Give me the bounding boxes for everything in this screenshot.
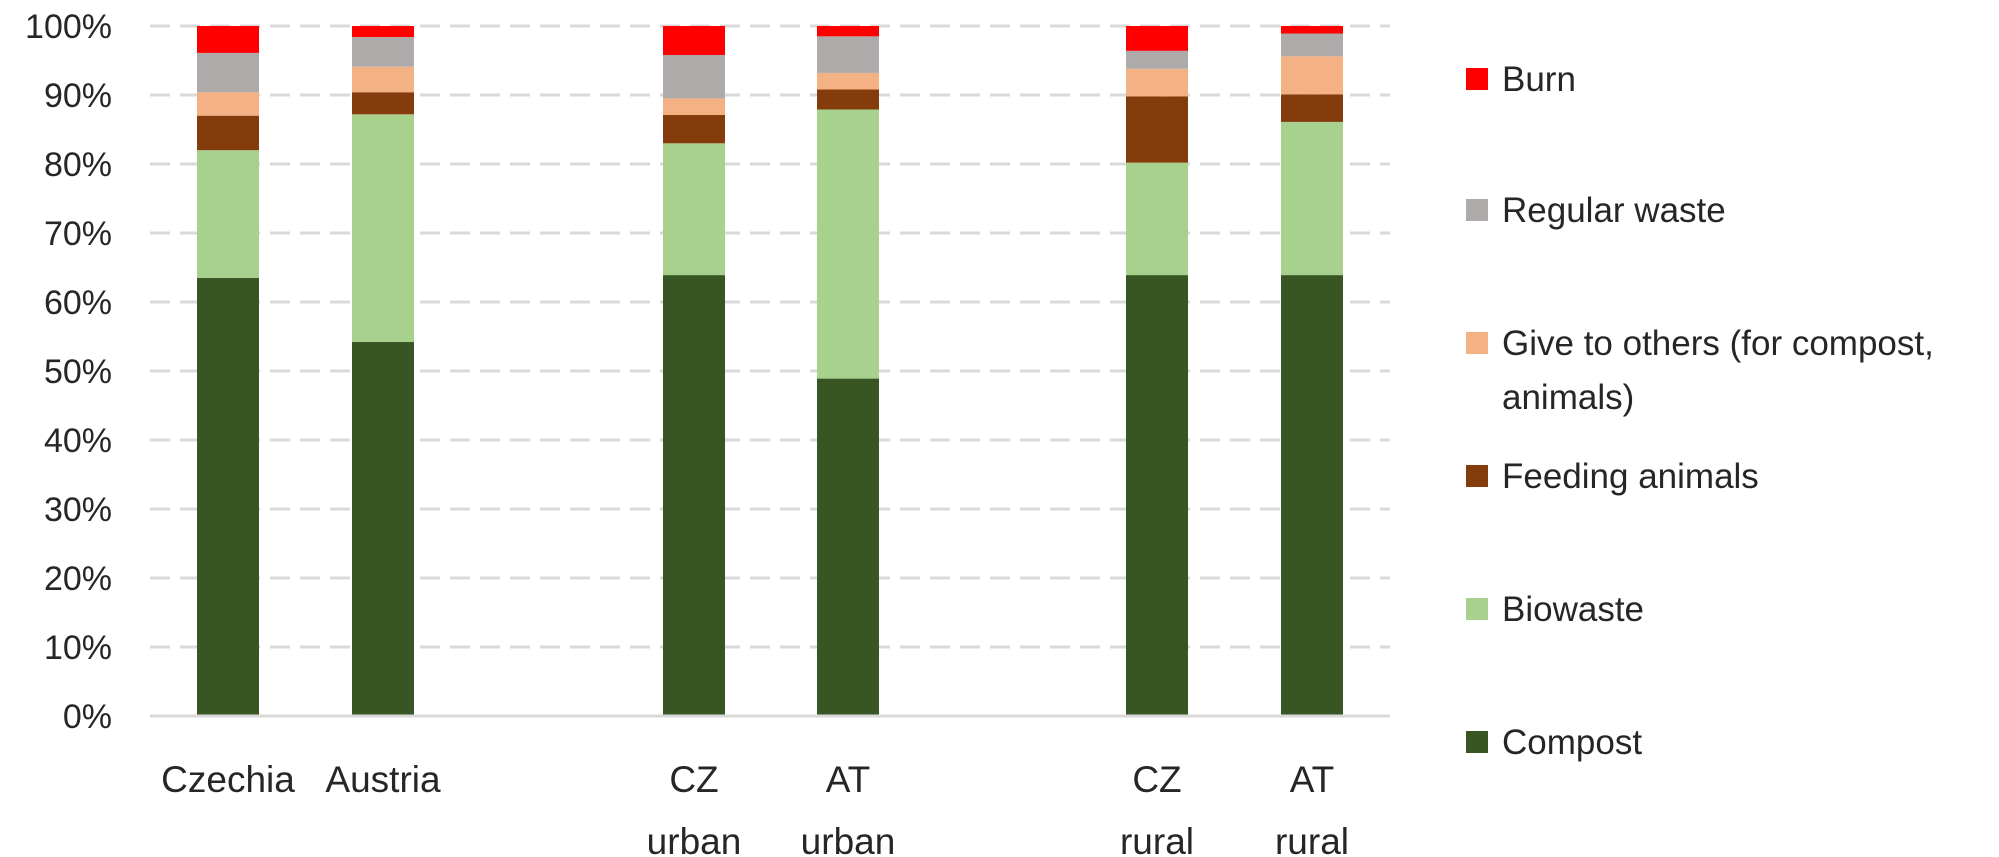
bar-segment-biowaste-at-urban xyxy=(817,109,879,379)
bar-segment-burn-czechia xyxy=(197,26,259,53)
bar-stack-cz-urban xyxy=(663,26,725,716)
bar-segment-regular-waste-at-rural xyxy=(1281,33,1343,57)
y-tick-label: 40% xyxy=(44,422,112,460)
bar-segment-feeding-animals-cz-rural xyxy=(1126,96,1188,163)
y-tick-label: 0% xyxy=(63,698,112,736)
legend: Burn Regular waste Give to others (for com… xyxy=(1466,60,1934,762)
legend-label-feeding-animals: Feeding animals xyxy=(1502,457,1759,496)
legend-label-burn: Burn xyxy=(1502,60,1576,99)
bar-segment-biowaste-austria xyxy=(352,114,414,343)
bar-segment-biowaste-cz-rural xyxy=(1126,162,1188,276)
bar-segment-compost-austria xyxy=(352,342,414,716)
bar-segment-biowaste-at-rural xyxy=(1281,121,1343,276)
y-tick-label: 10% xyxy=(44,629,112,667)
legend-item-burn: Burn xyxy=(1466,60,1576,99)
x-tick-label-austria: Austria xyxy=(325,759,441,800)
x-tick-label-cz-urban: CZ urban xyxy=(647,759,742,857)
bar-segment-biowaste-czechia xyxy=(197,150,259,278)
bar-segment-regular-waste-cz-rural xyxy=(1126,50,1188,69)
legend-item-regular-waste: Regular waste xyxy=(1466,191,1726,230)
legend-swatch-burn xyxy=(1466,68,1488,90)
bar-segment-compost-at-urban xyxy=(817,378,879,716)
bar-segment-compost-cz-rural xyxy=(1126,275,1188,716)
bar-segment-give-to-others-for-compost-animals-czechia xyxy=(197,92,259,116)
bar-segment-burn-at-urban xyxy=(817,26,879,37)
bar-segment-regular-waste-cz-urban xyxy=(663,54,725,99)
legend-item-compost: Compost xyxy=(1466,723,1642,762)
bar-stack-at-urban xyxy=(817,26,879,716)
legend-swatch-regular-waste xyxy=(1466,199,1488,221)
y-tick-label: 60% xyxy=(44,284,112,322)
x-tick-label-czechia: Czechia xyxy=(161,759,295,800)
legend-swatch-biowaste xyxy=(1466,598,1488,620)
bar-stack-austria xyxy=(352,26,414,716)
bar-segment-burn-at-rural xyxy=(1281,26,1343,34)
bar-segment-burn-cz-rural xyxy=(1126,26,1188,51)
legend-swatch-give-to-others-for-compost-animals xyxy=(1466,332,1488,354)
bar-stack-cz-rural xyxy=(1126,26,1188,716)
x-tick-label-at-rural: AT rural xyxy=(1275,759,1349,857)
bar-segment-give-to-others-for-compost-animals-cz-rural xyxy=(1126,68,1188,97)
bar-segment-burn-cz-urban xyxy=(663,26,725,55)
bar-segment-give-to-others-for-compost-animals-cz-urban xyxy=(663,98,725,116)
bar-segment-feeding-animals-austria xyxy=(352,92,414,115)
bar-segment-feeding-animals-czechia xyxy=(197,115,259,151)
y-axis: 0% 10% 20% 30% 40% 50% 60% 70% 80% 90% 100% xyxy=(25,8,112,736)
bar-segment-compost-czechia xyxy=(197,277,259,716)
legend-item-feeding-animals: Feeding animals xyxy=(1466,457,1759,496)
y-tick-label: 20% xyxy=(44,560,112,598)
y-tick-label: 80% xyxy=(44,146,112,184)
bar-segment-regular-waste-austria xyxy=(352,37,414,67)
legend-swatch-feeding-animals xyxy=(1466,465,1488,487)
y-tick-label: 100% xyxy=(25,8,112,46)
legend-item-give-to-others-for-compost-animals: Give to others (for compost, animals) xyxy=(1466,324,1934,417)
bar-segment-feeding-animals-at-urban xyxy=(817,89,879,110)
y-tick-label: 30% xyxy=(44,491,112,529)
bar-segment-give-to-others-for-compost-animals-at-rural xyxy=(1281,56,1343,95)
y-tick-label: 50% xyxy=(44,353,112,391)
y-tick-label: 70% xyxy=(44,215,112,253)
x-axis: Czechia Austria CZ urban AT urban CZ rural AT rur… xyxy=(150,714,1390,857)
legend-swatch-compost xyxy=(1466,731,1488,753)
bar-segment-compost-at-rural xyxy=(1281,275,1343,716)
bar-segment-compost-cz-urban xyxy=(663,275,725,716)
x-tick-label-cz-rural: CZ rural xyxy=(1120,759,1194,857)
legend-label-biowaste: Biowaste xyxy=(1502,590,1644,629)
bar-segment-feeding-animals-cz-urban xyxy=(663,115,725,144)
legend-label-regular-waste: Regular waste xyxy=(1502,191,1726,230)
bar-segment-regular-waste-czechia xyxy=(197,52,259,93)
y-tick-label: 90% xyxy=(44,77,112,115)
bar-segment-regular-waste-at-urban xyxy=(817,36,879,73)
bar-segment-give-to-others-for-compost-animals-austria xyxy=(352,66,414,93)
x-tick-label-at-urban: AT urban xyxy=(801,759,896,857)
bar-stack-czechia xyxy=(197,26,259,716)
gridlines xyxy=(150,24,1390,649)
bar-segment-burn-austria xyxy=(352,26,414,38)
bars xyxy=(197,26,1343,716)
bar-segment-give-to-others-for-compost-animals-at-urban xyxy=(817,72,879,90)
legend-label-give-to-others-for-compost-animals: Give to others (for compost, animals) xyxy=(1502,324,1934,417)
bar-segment-biowaste-cz-urban xyxy=(663,143,725,276)
bar-stack-at-rural xyxy=(1281,26,1343,716)
bar-segment-feeding-animals-at-rural xyxy=(1281,94,1343,122)
legend-item-biowaste: Biowaste xyxy=(1466,590,1644,629)
legend-label-compost: Compost xyxy=(1502,723,1642,762)
